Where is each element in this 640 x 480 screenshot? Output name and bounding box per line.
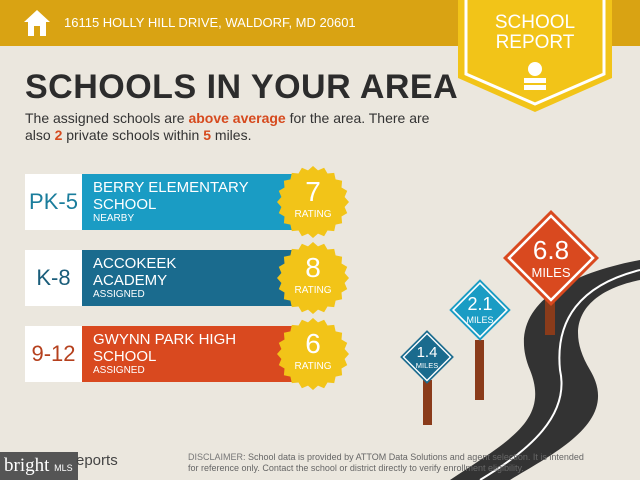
school-name-line1: ACCOKEEK xyxy=(93,255,177,272)
school-name-line2: SCHOOL xyxy=(93,196,157,213)
school-row: 9-12 GWYNN PARK HIGH SCHOOL ASSIGNED 6 RAT… xyxy=(25,318,355,390)
rating-badge-icon xyxy=(277,242,349,314)
sign-unit: MILES xyxy=(415,360,439,370)
summary-text: The assigned schools are above average f… xyxy=(25,110,430,143)
school-info: GWYNN PARK HIGH SCHOOL ASSIGNED xyxy=(82,326,300,382)
sign-distance: 2.1 xyxy=(467,293,493,314)
page-title: SCHOOLS IN YOUR AREA xyxy=(25,68,459,106)
rating-badge-icon xyxy=(277,318,349,390)
school-info: BERRY ELEMENTARY SCHOOL NEARBY xyxy=(82,174,300,230)
grade-range: K-8 xyxy=(25,250,82,306)
sign-unit: MILES xyxy=(466,314,494,325)
school-name-line2: ACADEMY xyxy=(93,272,168,289)
school-type: NEARBY xyxy=(93,213,135,224)
road-graphic xyxy=(423,260,640,480)
rating-label: RATING xyxy=(294,361,332,372)
school-name-line2: SCHOOL xyxy=(93,348,157,365)
school-name-line1: BERRY ELEMENTARY xyxy=(93,179,249,196)
rating-label: RATING xyxy=(294,285,332,296)
home-icon xyxy=(24,10,50,36)
reports-brand: eports xyxy=(76,452,118,469)
school-row: PK-5 BERRY ELEMENTARY SCHOOL NEARBY 7 RATI… xyxy=(25,166,355,238)
rating-badge-icon xyxy=(277,166,349,238)
grade-range: 9-12 xyxy=(25,326,82,382)
disclaimer: DISCLAIMER: School data is provided by A… xyxy=(188,452,584,473)
school-type: ASSIGNED xyxy=(93,365,145,376)
road xyxy=(450,260,640,480)
road-line xyxy=(479,269,640,480)
school-type: ASSIGNED xyxy=(93,289,145,300)
rating-label: RATING xyxy=(294,209,332,220)
rating-value: 6 xyxy=(305,328,321,359)
sign-distance: 1.4 xyxy=(416,343,438,361)
school-row: K-8 ACCOKEEK ACADEMY ASSIGNED 8 RATING xyxy=(25,242,355,314)
badge-line2: REPORT xyxy=(495,32,575,53)
property-address: 16115 HOLLY HILL DRIVE, WALDORF, MD 2060… xyxy=(64,15,356,30)
apple-books-icon xyxy=(524,62,546,90)
school-info: ACCOKEEK ACADEMY ASSIGNED xyxy=(82,250,300,306)
school-name-line1: GWYNN PARK HIGH xyxy=(93,331,237,348)
sign-unit: MILES xyxy=(531,264,571,280)
sign-distance: 6.8 xyxy=(532,234,570,265)
grade-range: PK-5 xyxy=(25,174,82,230)
bright-mls-logo: bright MLS xyxy=(0,452,78,480)
rating-value: 8 xyxy=(305,252,321,283)
rating-value: 7 xyxy=(305,176,321,207)
school-report-badge xyxy=(458,0,612,112)
badge-line1: SCHOOL xyxy=(494,12,576,33)
